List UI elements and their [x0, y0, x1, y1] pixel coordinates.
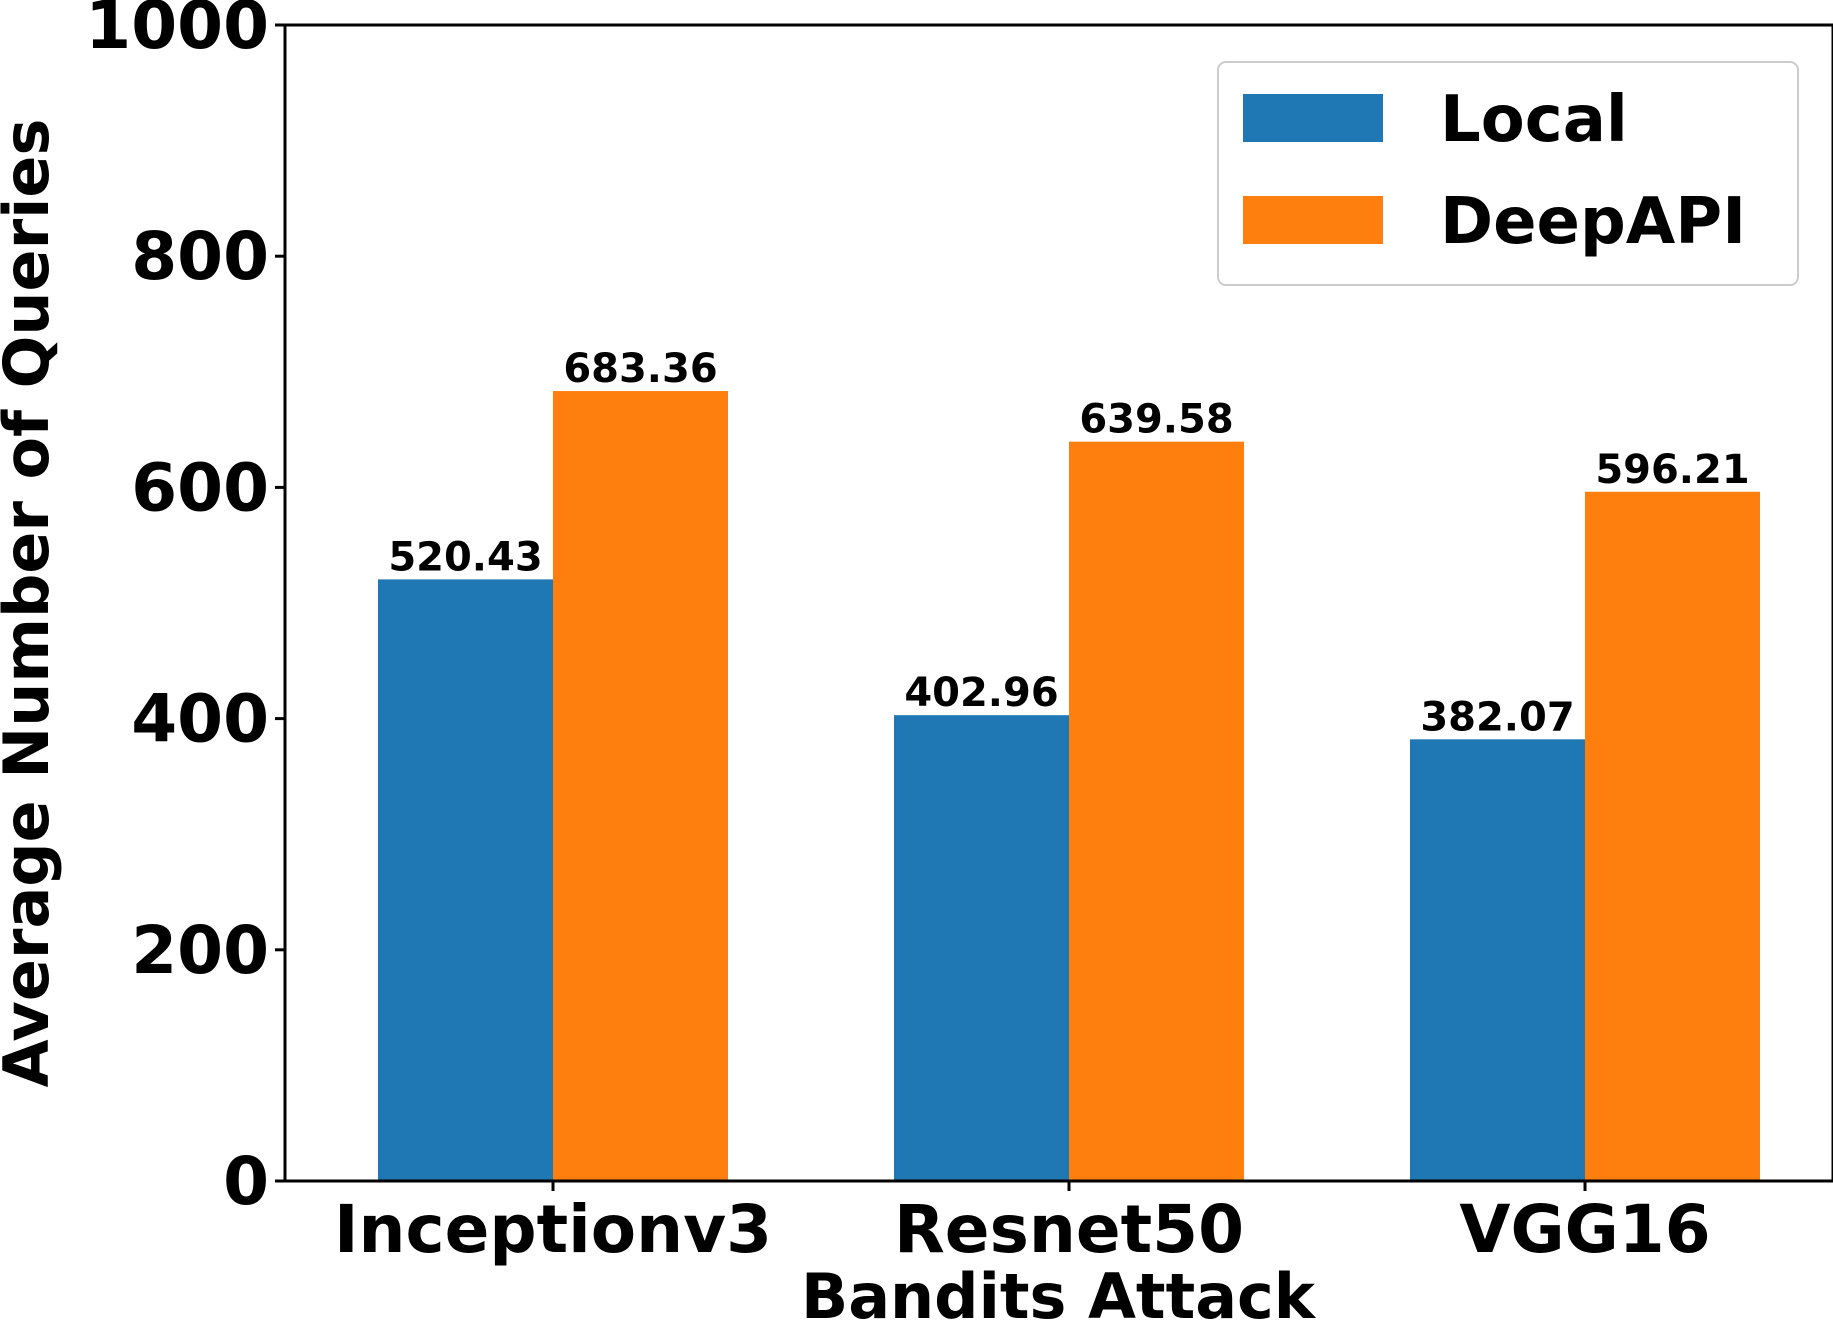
legend-label-deepapi: DeepAPI [1440, 185, 1746, 259]
y-tick-label: 1000 [85, 0, 269, 64]
legend-swatch-local [1243, 94, 1383, 142]
bar-local-resnet50 [894, 715, 1069, 1181]
bars-layer [378, 391, 1760, 1181]
value-label-deepapi-inceptionv3: 683.36 [563, 346, 717, 392]
legend-label-local: Local [1440, 83, 1628, 157]
bar-deepapi-resnet50 [1069, 441, 1244, 1181]
bar-local-inceptionv3 [378, 579, 553, 1181]
bar-local-vgg16 [1410, 739, 1585, 1181]
bar-deepapi-vgg16 [1585, 491, 1760, 1181]
x-tick-label-vgg16: VGG16 [1459, 1191, 1710, 1268]
legend: Local DeepAPI [1217, 61, 1799, 286]
y-axis: 0 200 400 600 800 1000 [85, 0, 285, 1220]
y-tick-label: 800 [131, 218, 269, 295]
y-axis-label: Average Number of Queries [0, 119, 63, 1088]
value-label-local-vgg16: 382.07 [1420, 694, 1574, 740]
y-tick-label: 200 [131, 912, 269, 989]
value-label-local-inceptionv3: 520.43 [388, 534, 542, 580]
y-tick-label: 600 [131, 449, 269, 526]
plot-frame [283, 23, 1833, 1183]
value-label-deepapi-vgg16: 596.21 [1595, 447, 1749, 493]
value-labels-layer: 520.43 683.36 402.96 639.58 382.07 596.21 [388, 346, 1749, 740]
x-tick-label-inceptionv3: Inceptionv3 [334, 1191, 772, 1268]
legend-swatch-deepapi [1243, 196, 1383, 244]
x-axis: Inceptionv3 Resnet50 VGG16 [334, 1181, 1711, 1268]
y-tick-label: 400 [131, 681, 269, 758]
value-label-local-resnet50: 402.96 [904, 670, 1058, 716]
x-tick-label-resnet50: Resnet50 [894, 1191, 1244, 1268]
value-label-deepapi-resnet50: 639.58 [1079, 397, 1233, 443]
bar-deepapi-inceptionv3 [553, 391, 728, 1181]
x-axis-label: Bandits Attack [801, 1260, 1317, 1333]
y-tick-label: 0 [223, 1143, 269, 1220]
